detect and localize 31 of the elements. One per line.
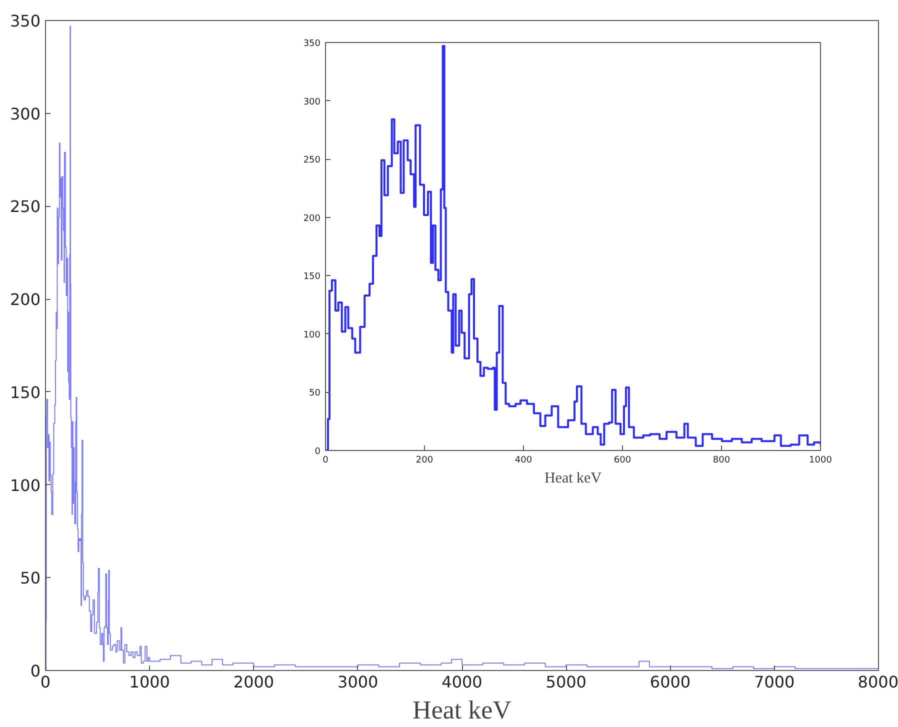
x-tick-label: 8000 xyxy=(858,672,898,692)
x-tick-label: 3000 xyxy=(338,672,378,692)
x-tick-label: 6000 xyxy=(650,672,691,692)
x-tick-label: 1000 xyxy=(809,456,832,466)
x-tick-label: 200 xyxy=(416,456,434,466)
x-tick-label: 4000 xyxy=(442,672,482,692)
y-tick-label: 250 xyxy=(10,197,41,216)
y-tick-label: 200 xyxy=(303,214,321,224)
y-tick-label: 150 xyxy=(10,382,41,402)
y-tick-label: 100 xyxy=(10,476,41,495)
y-tick-label: 50 xyxy=(20,568,40,588)
y-tick-label: 350 xyxy=(303,39,321,49)
y-tick-label: 250 xyxy=(303,156,321,166)
x-tick-label: 400 xyxy=(514,456,532,466)
y-tick-label: 350 xyxy=(10,12,41,30)
y-tick-label: 300 xyxy=(303,97,321,108)
x-tick-label: 1000 xyxy=(129,672,170,692)
x-tick-label: 600 xyxy=(614,456,632,466)
y-tick-label: 300 xyxy=(10,104,41,124)
x-axis-title: Heat keV xyxy=(544,470,602,486)
y-tick-label: 100 xyxy=(303,330,321,340)
y-tick-label: 0 xyxy=(314,447,321,457)
x-tick-label: 800 xyxy=(712,456,730,466)
x-tick-label: 0 xyxy=(322,456,329,466)
x-tick-label: 7000 xyxy=(754,672,795,692)
y-tick-label: 50 xyxy=(309,388,321,399)
x-tick-label: 5000 xyxy=(546,672,586,692)
x-axis-title: Heat keV xyxy=(412,696,512,724)
y-tick-label: 200 xyxy=(10,290,41,310)
x-tick-label: 2000 xyxy=(233,672,274,692)
y-tick-label: 150 xyxy=(303,272,321,282)
